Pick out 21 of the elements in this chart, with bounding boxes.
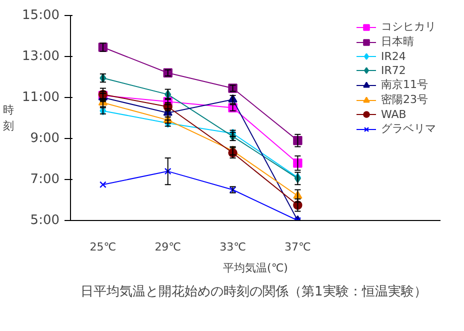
y-axis-title: 時刻	[3, 104, 14, 132]
x-axis-title: 平均気温(℃)	[223, 262, 288, 274]
x-tick-label: 37℃	[284, 240, 311, 254]
y-tick-label: 13:00	[22, 49, 60, 64]
text: 日平均気温と開花始めの時刻の関係（第1実験：恒温実験）	[80, 284, 427, 300]
legend-label: コシヒカリ	[381, 19, 436, 34]
legend-label: 南京11号	[381, 77, 428, 92]
legend-label: WAB	[381, 107, 406, 121]
x-tick-label: 29℃	[154, 240, 182, 254]
legend-label: IR24	[381, 49, 406, 63]
y-tick-label: 15:00	[22, 8, 60, 23]
x-tick-label: 25℃	[90, 240, 116, 254]
y-tick-label: 7:00	[30, 172, 60, 187]
y-tick-label: 5:00	[30, 213, 60, 228]
legend-label: 日本晴	[381, 34, 414, 49]
legend-label: グラベリマ	[381, 121, 436, 136]
y-tick-label: 11:00	[22, 90, 60, 105]
legend-label: IR72	[381, 63, 406, 77]
y-tick-label: 9:00	[30, 131, 60, 146]
x-tick-label: 33℃	[220, 240, 246, 254]
legend-label: 密陽23号	[381, 92, 428, 107]
